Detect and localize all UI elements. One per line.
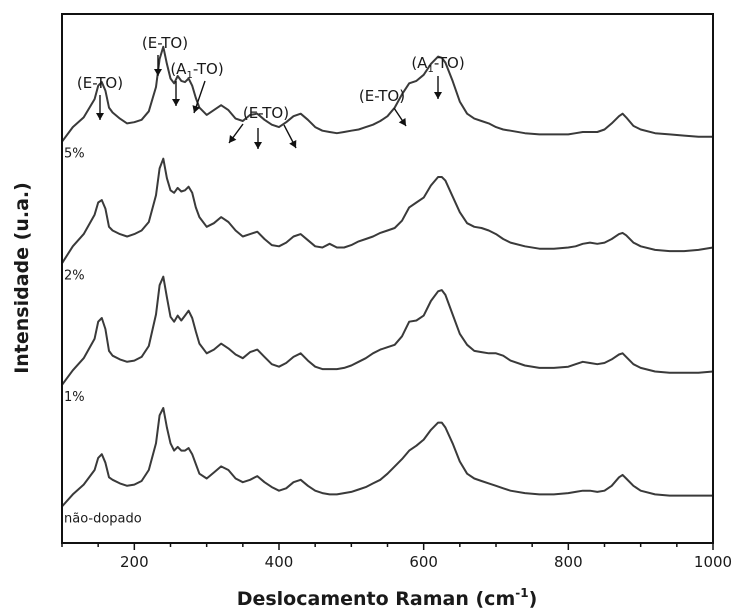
- arrow-head: [289, 139, 297, 148]
- annotation-label-3: (E-TO): [243, 104, 289, 122]
- x-tick-label: 1000: [694, 553, 732, 571]
- annotation-label-0: (E-TO): [77, 74, 123, 92]
- arrow-head: [96, 113, 104, 120]
- series-label-1: 2%: [64, 268, 85, 283]
- spectra-curves: [61, 45, 714, 508]
- spectrum-line-3: [61, 407, 713, 508]
- arrow-head: [398, 117, 406, 126]
- x-axis-title: Deslocamento Raman (cm-1): [237, 586, 538, 610]
- x-tick-label: 200: [120, 553, 149, 571]
- arrow-head: [154, 69, 162, 76]
- annotation-label-1: (E-TO): [142, 34, 188, 52]
- arrow-head: [434, 92, 442, 99]
- annotation-label-5: (A1-TO): [411, 54, 464, 75]
- series-label-0: 5%: [64, 147, 85, 162]
- spectrum-line-2: [61, 275, 714, 386]
- x-tick-label: 600: [409, 553, 438, 571]
- series-label-2: 1%: [64, 390, 85, 405]
- x-tick-label: 400: [265, 553, 294, 571]
- series-label-3: não-dopado: [64, 512, 142, 527]
- peak-annotations: (E-TO) (E-TO) (A1-TO) (E-TO) (E-TO) (A1-TO): [77, 34, 465, 149]
- arrow-head: [229, 134, 237, 143]
- annotation-label-4: (E-TO): [359, 87, 405, 105]
- arrow-head: [172, 99, 180, 106]
- series-labels: 5% 2% 1% não-dopado: [64, 147, 142, 527]
- spectrum-line-0: [61, 45, 713, 143]
- annotation-label-2: (A1-TO): [170, 60, 223, 81]
- arrow-head: [254, 142, 262, 149]
- x-tick-label: 800: [554, 553, 583, 571]
- x-ticks: 200 400 600 800 1000: [61, 543, 732, 571]
- arrow-head: [192, 105, 201, 113]
- y-axis-title: Intensidade (u.a.): [11, 182, 33, 374]
- spectrum-line-1: [61, 157, 714, 264]
